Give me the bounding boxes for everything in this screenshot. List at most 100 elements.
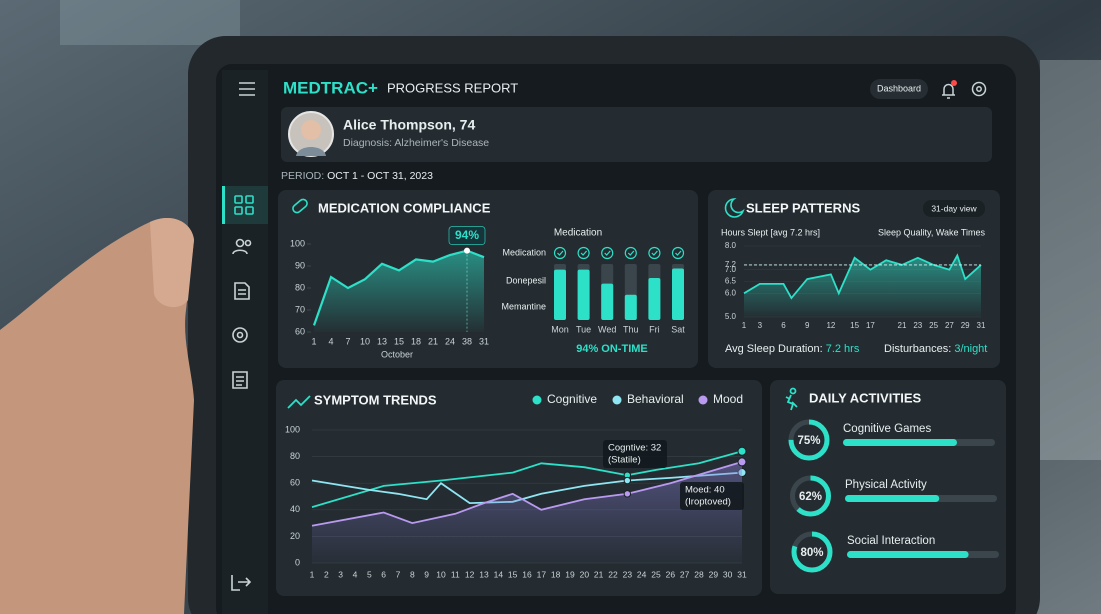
y-tick-label: 90 bbox=[295, 260, 305, 270]
activity-name: Social Interaction bbox=[847, 535, 935, 547]
x-tick-label: 7 bbox=[345, 336, 350, 346]
row-label: Donepesil bbox=[506, 275, 546, 285]
trend-icon bbox=[287, 395, 311, 409]
x-tick-label: 30 bbox=[723, 569, 733, 579]
dose-icon bbox=[624, 246, 637, 260]
legend-swatch bbox=[698, 395, 708, 405]
x-tick-label: 21 bbox=[594, 569, 604, 579]
x-tick-label: 31 bbox=[479, 336, 489, 346]
x-tick-label: 23 bbox=[913, 321, 922, 330]
period-label: PERIOD: bbox=[281, 170, 324, 182]
dose-icon bbox=[671, 246, 685, 260]
avatar-body bbox=[296, 147, 326, 156]
diagnosis: Diagnosis: Alzheimer's Disease bbox=[343, 137, 489, 149]
x-tick-label: 17 bbox=[537, 569, 547, 579]
x-tick-label: Fri bbox=[649, 324, 660, 334]
row-label: Memantine bbox=[501, 301, 546, 311]
dose-icon bbox=[648, 246, 661, 260]
settings-icon[interactable] bbox=[232, 327, 248, 343]
notification-dot bbox=[951, 80, 957, 86]
x-tick-label: 13 bbox=[377, 336, 387, 346]
legend-label: Mood bbox=[713, 392, 743, 406]
active-tab[interactable] bbox=[222, 186, 268, 224]
y-tick-label: 7.2 bbox=[725, 260, 737, 269]
ring bbox=[788, 419, 830, 461]
x-tick-label: 24 bbox=[445, 336, 455, 346]
ring-label: 75% bbox=[797, 435, 820, 447]
x-tick-label: 29 bbox=[709, 569, 719, 579]
check bbox=[604, 250, 611, 256]
area bbox=[744, 255, 981, 317]
progress-bar bbox=[845, 495, 940, 502]
x-tick-label: 1 bbox=[742, 321, 747, 330]
hand bbox=[0, 218, 194, 614]
x-tick-label: 19 bbox=[565, 569, 575, 579]
x-tick-label: 27 bbox=[680, 569, 690, 579]
dose-icon bbox=[577, 246, 590, 260]
dose-icon bbox=[553, 246, 567, 260]
x-tick-label: Tue bbox=[576, 324, 591, 334]
patient-card bbox=[281, 107, 992, 162]
annotation-box bbox=[680, 482, 744, 510]
badge-label[interactable]: 31-day view bbox=[931, 203, 977, 213]
x-tick-label: 12 bbox=[465, 569, 475, 579]
gear-icon[interactable] bbox=[971, 81, 987, 97]
y-tick-label: 80 bbox=[290, 451, 300, 461]
x-tick-label: 8 bbox=[410, 569, 415, 579]
x-tick-label: 21 bbox=[898, 321, 907, 330]
x-tick-label: 4 bbox=[328, 336, 333, 346]
bell-icon[interactable] bbox=[942, 83, 955, 99]
period: PERIOD: OCT 1 - OCT 31, 2023 bbox=[281, 170, 433, 182]
dashboard-button[interactable] bbox=[870, 79, 928, 99]
annotation: (Statile) bbox=[608, 455, 641, 466]
thumb bbox=[150, 218, 194, 308]
check bbox=[627, 250, 635, 256]
y-tick-label: 7.0 bbox=[725, 265, 737, 274]
x-tick-label: 11 bbox=[451, 569, 460, 579]
y-tick-label: 5.0 bbox=[725, 312, 737, 321]
pill-icon bbox=[292, 198, 308, 214]
x-tick-label: Mon bbox=[551, 324, 569, 334]
progress-bar bbox=[843, 439, 957, 446]
notes-icon[interactable] bbox=[232, 371, 248, 389]
dashboard-label[interactable]: Dashboard bbox=[877, 83, 921, 93]
y-tick-label: 20 bbox=[290, 531, 300, 541]
highlight-point bbox=[464, 247, 470, 254]
sidebar-icons[interactable] bbox=[222, 82, 268, 591]
users-icon[interactable] bbox=[232, 238, 252, 255]
x-tick-label: Thu bbox=[623, 324, 639, 334]
x-tick-label: 7 bbox=[396, 569, 401, 579]
x-tick-label: 3 bbox=[338, 569, 343, 579]
y-tick-label: 6.5 bbox=[725, 277, 737, 286]
x-tick-label: 27 bbox=[945, 321, 954, 330]
x-tick-label: 15 bbox=[394, 336, 404, 346]
report-icon[interactable] bbox=[234, 282, 250, 300]
logout-icon[interactable] bbox=[231, 575, 252, 591]
x-tick-label: 15 bbox=[850, 321, 859, 330]
sleep-stat: Disturbances: 3/night bbox=[884, 343, 987, 355]
line bbox=[311, 461, 743, 527]
check bbox=[580, 250, 588, 256]
ring bbox=[791, 531, 833, 573]
point bbox=[623, 490, 632, 498]
point bbox=[737, 446, 747, 456]
ring-label: 80% bbox=[800, 547, 823, 559]
ring-label: 62% bbox=[799, 491, 822, 503]
x-tick-label: 18 bbox=[411, 336, 421, 346]
progress-bar bbox=[847, 551, 969, 558]
badge[interactable] bbox=[923, 200, 985, 217]
header-icons[interactable] bbox=[942, 81, 987, 99]
x-tick-label: 22 bbox=[608, 569, 618, 579]
menu-icon[interactable] bbox=[239, 82, 255, 96]
x-tick-label: 10 bbox=[360, 336, 370, 346]
sleep-stat: Avg Sleep Duration: 7.2 hrs bbox=[725, 343, 860, 355]
x-tick-label: 9 bbox=[424, 569, 429, 579]
line bbox=[311, 450, 743, 508]
legend-swatch bbox=[532, 395, 542, 405]
sleep-right-label: Sleep Quality, Wake Times bbox=[878, 227, 986, 237]
x-tick-label: 1 bbox=[311, 336, 316, 346]
x-tick-label: 2 bbox=[324, 569, 329, 579]
x-tick-label: 29 bbox=[961, 321, 970, 330]
dashboard-icon[interactable] bbox=[234, 195, 254, 215]
